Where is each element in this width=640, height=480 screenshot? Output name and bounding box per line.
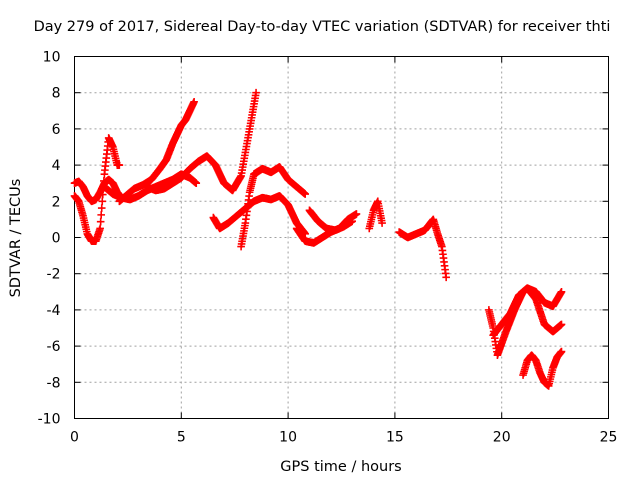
data-point [557, 288, 566, 296]
y-tick-label: 4 [52, 158, 61, 174]
series-6 [209, 192, 309, 238]
series-11 [395, 215, 450, 282]
data-point [557, 347, 566, 356]
data-point [192, 179, 201, 187]
series-5 [143, 88, 260, 195]
x-axis-label: GPS time / hours [280, 459, 401, 475]
grid [74, 56, 609, 419]
data-point [348, 217, 356, 226]
series-13 [489, 284, 566, 340]
y-tick-label: -10 [38, 412, 61, 428]
x-tick-label: 25 [600, 430, 618, 446]
data-point [352, 210, 361, 218]
x-tick-label: 5 [177, 430, 186, 446]
x-tick-label: 0 [70, 430, 79, 446]
y-tick-label: -8 [47, 375, 61, 391]
data-point [97, 211, 105, 219]
data-points [70, 88, 566, 390]
series-14 [519, 347, 566, 390]
data-point [98, 197, 107, 206]
data-point [96, 224, 104, 233]
series-10 [365, 197, 386, 233]
data-point [252, 88, 260, 97]
data-point [301, 190, 309, 198]
x-tick-label: 15 [386, 430, 404, 446]
data-point [190, 97, 198, 106]
series-2 [70, 175, 126, 206]
plot-frame [74, 56, 609, 419]
series-1 [70, 134, 124, 245]
data-point [97, 204, 106, 212]
y-tick-label: 2 [52, 194, 61, 210]
y-tick-label: 0 [52, 231, 61, 247]
series-7 [237, 163, 309, 251]
y-tick-labels: -10 -8 -6 -4 -2 0 2 4 6 8 10 [38, 50, 61, 428]
series-9 [305, 206, 356, 235]
chart-title: Day 279 of 2017, Sidereal Day-to-day VTE… [34, 19, 611, 35]
data-point [557, 320, 566, 329]
y-axis-label: SDTVAR / TECUs [8, 179, 24, 298]
y-tick-label: -4 [47, 303, 61, 319]
series-4 [115, 97, 198, 206]
data-point [96, 217, 105, 226]
y-tick-label: 8 [52, 86, 61, 102]
y-tick-label: 6 [52, 122, 61, 138]
data-point [115, 161, 124, 169]
data-point [442, 273, 450, 282]
x-tick-label: 20 [493, 430, 511, 446]
y-tick-label: -6 [47, 339, 61, 355]
series-12 [485, 284, 566, 359]
data-point [378, 219, 386, 227]
y-tick-label: -2 [47, 267, 61, 283]
x-tick-label: 10 [279, 430, 297, 446]
x-tick-labels: 0 5 10 15 20 25 [70, 430, 617, 446]
y-tick-label: 10 [43, 50, 61, 66]
